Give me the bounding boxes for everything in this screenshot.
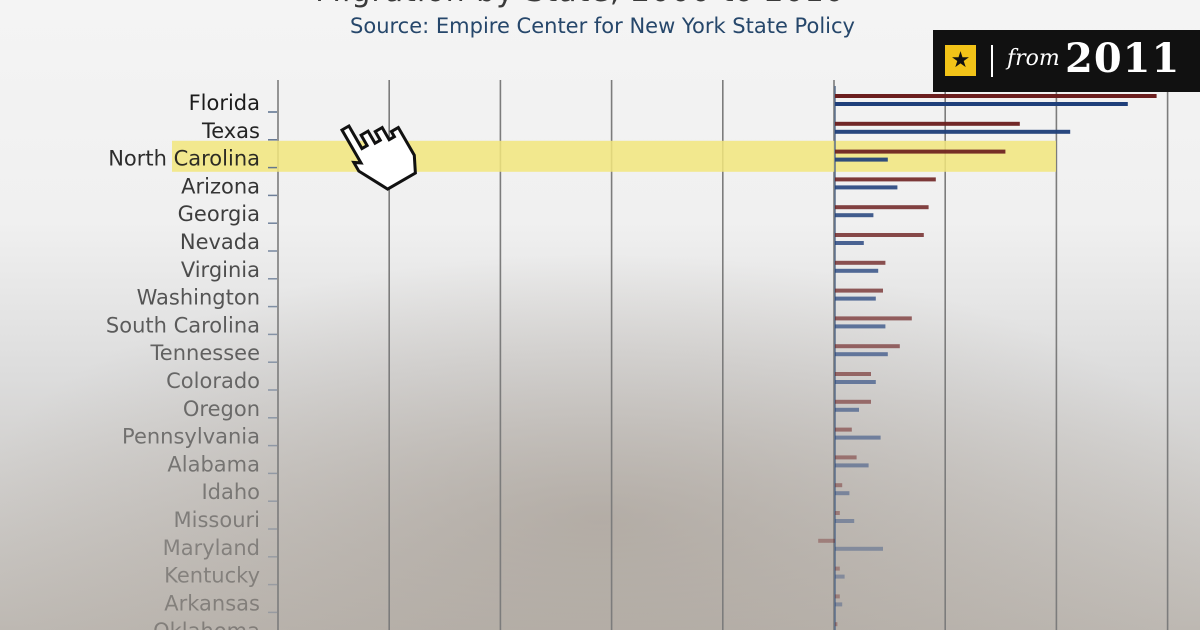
badge-divider bbox=[991, 45, 993, 77]
bar bbox=[835, 455, 857, 460]
from-year-badge: ★ from 2011 bbox=[933, 30, 1200, 92]
cursor-shape bbox=[339, 123, 417, 191]
bar bbox=[835, 602, 843, 607]
bar bbox=[835, 519, 855, 523]
category-label: Tennessee bbox=[150, 341, 260, 365]
bar bbox=[835, 296, 876, 301]
bar bbox=[835, 205, 929, 210]
category-label: Alabama bbox=[167, 452, 260, 476]
bar bbox=[835, 407, 859, 412]
category-label: Colorado bbox=[166, 369, 260, 393]
category-label: Georgia bbox=[178, 202, 260, 226]
star-icon: ★ bbox=[945, 45, 976, 76]
bar bbox=[835, 102, 1128, 106]
badge-from-label: from bbox=[1007, 46, 1060, 71]
category-label: Florida bbox=[189, 91, 260, 115]
category-label: Washington bbox=[137, 286, 260, 310]
bar bbox=[835, 316, 912, 321]
category-label: South Carolina bbox=[106, 313, 260, 337]
bar bbox=[835, 491, 850, 496]
category-label: Texas bbox=[201, 119, 260, 143]
badge-year: 2011 bbox=[1065, 35, 1181, 82]
bar bbox=[835, 566, 840, 571]
bar bbox=[835, 483, 843, 488]
category-label: Oregon bbox=[183, 397, 260, 421]
category-label: Virginia bbox=[181, 258, 260, 282]
bar bbox=[835, 435, 881, 440]
bar bbox=[835, 546, 883, 551]
bar bbox=[835, 121, 1020, 126]
bar bbox=[835, 399, 871, 404]
category-label: North Carolina bbox=[108, 147, 260, 171]
bar bbox=[835, 463, 869, 468]
bar bbox=[835, 344, 900, 349]
bar bbox=[835, 260, 886, 265]
bar bbox=[835, 574, 845, 579]
bar bbox=[835, 324, 886, 329]
category-label: Missouri bbox=[174, 508, 260, 532]
bar bbox=[835, 149, 1006, 154]
bar bbox=[835, 213, 874, 218]
bar bbox=[835, 177, 936, 182]
highlight-band bbox=[172, 140, 1056, 172]
bar bbox=[835, 157, 888, 162]
bar bbox=[835, 594, 840, 599]
bar bbox=[835, 94, 1157, 98]
bar bbox=[835, 622, 838, 627]
bar bbox=[835, 372, 871, 376]
category-label: Kentucky bbox=[164, 564, 260, 588]
bar bbox=[835, 268, 879, 273]
bar bbox=[835, 233, 924, 237]
bar bbox=[835, 352, 888, 357]
bar bbox=[835, 185, 898, 190]
category-label: Nevada bbox=[180, 230, 260, 254]
chart-subtitle: Source: Empire Center for New York State… bbox=[350, 14, 855, 38]
pointer-cursor-icon bbox=[339, 123, 417, 191]
bar bbox=[835, 380, 876, 384]
category-label: Maryland bbox=[163, 536, 260, 560]
category-label: Arizona bbox=[181, 174, 260, 198]
category-label: Arkansas bbox=[164, 591, 260, 615]
bar bbox=[835, 511, 840, 515]
category-label: Oklahoma bbox=[153, 619, 260, 630]
bar bbox=[835, 129, 1071, 134]
bar bbox=[835, 288, 883, 293]
category-label: Idaho bbox=[201, 480, 260, 504]
bar bbox=[818, 538, 835, 543]
chart-title: Migration by State, 2000 to 2010 bbox=[0, 0, 1180, 9]
category-label: Pennsylvania bbox=[122, 425, 260, 449]
bar bbox=[835, 241, 864, 245]
bar bbox=[835, 427, 852, 432]
